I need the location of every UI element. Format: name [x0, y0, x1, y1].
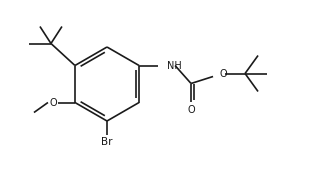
Text: O: O [49, 98, 57, 108]
Text: O: O [219, 68, 227, 78]
Text: Br: Br [101, 137, 113, 147]
Text: NH: NH [167, 61, 182, 71]
Text: O: O [187, 105, 195, 115]
